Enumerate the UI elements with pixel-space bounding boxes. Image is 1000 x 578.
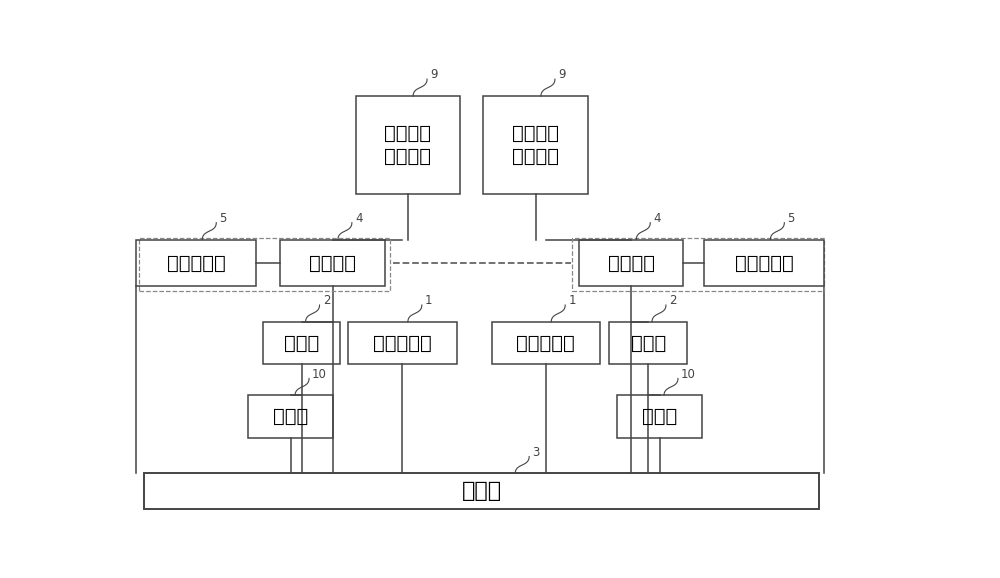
Text: 控制器: 控制器 xyxy=(461,481,502,501)
Bar xyxy=(579,240,683,286)
Text: 温度检测器: 温度检测器 xyxy=(373,334,432,353)
Text: 计时器: 计时器 xyxy=(642,407,677,426)
Text: 主减震器: 主减震器 xyxy=(608,254,655,272)
Bar xyxy=(280,240,385,286)
Text: 注油器: 注油器 xyxy=(284,334,319,353)
Bar xyxy=(572,238,824,291)
Text: 5: 5 xyxy=(219,212,227,225)
Text: 温度检测器: 温度检测器 xyxy=(516,334,575,353)
Text: 2: 2 xyxy=(669,294,677,307)
Bar xyxy=(483,96,588,194)
Text: 备用减震器: 备用减震器 xyxy=(167,254,226,272)
Text: 备用减震器: 备用减震器 xyxy=(735,254,794,272)
Bar xyxy=(139,238,390,291)
Bar xyxy=(704,240,824,286)
Bar xyxy=(136,240,256,286)
Text: 4: 4 xyxy=(653,212,661,225)
Bar xyxy=(609,322,687,364)
Bar xyxy=(356,96,460,194)
Bar xyxy=(492,322,600,364)
Text: 9: 9 xyxy=(430,68,438,81)
Text: 注油器: 注油器 xyxy=(631,334,666,353)
Text: 10: 10 xyxy=(681,368,696,381)
Bar xyxy=(248,395,333,438)
Text: 1: 1 xyxy=(568,294,576,307)
Text: 预设温度
值设置器: 预设温度 值设置器 xyxy=(384,124,431,166)
Bar xyxy=(348,322,457,364)
Bar xyxy=(617,395,702,438)
Bar xyxy=(144,473,819,509)
Text: 预设温度
值设置器: 预设温度 值设置器 xyxy=(512,124,559,166)
Text: 5: 5 xyxy=(787,212,795,225)
Text: 10: 10 xyxy=(312,368,327,381)
Text: 3: 3 xyxy=(532,446,540,459)
Text: 4: 4 xyxy=(355,212,362,225)
Bar xyxy=(263,322,340,364)
Text: 计时器: 计时器 xyxy=(273,407,308,426)
Text: 9: 9 xyxy=(558,68,566,81)
Text: 2: 2 xyxy=(323,294,330,307)
Text: 1: 1 xyxy=(425,294,432,307)
Text: 主减震器: 主减震器 xyxy=(309,254,356,272)
